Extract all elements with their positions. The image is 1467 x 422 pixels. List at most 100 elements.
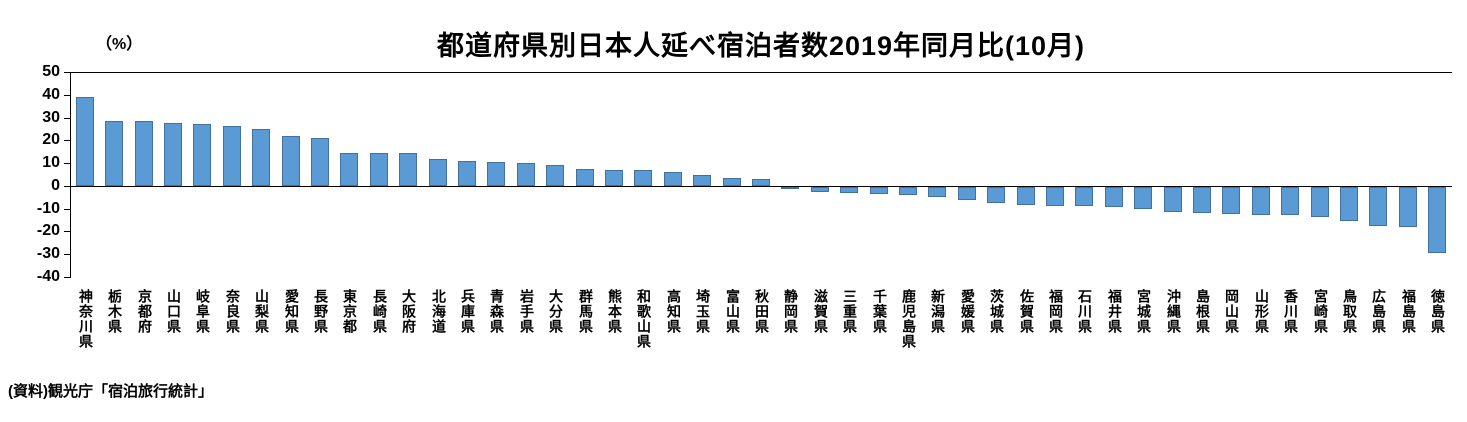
x-tick-label: 山形県: [1254, 289, 1270, 334]
x-tick-label: 岩手県: [519, 289, 535, 334]
bar: [1046, 187, 1064, 206]
x-tick-label: 福島県: [1401, 289, 1417, 334]
bar: [164, 123, 182, 186]
x-tick-label: 和歌山県: [636, 289, 652, 349]
x-tick-label: 長崎県: [372, 289, 388, 334]
x-tick-label: 青森県: [489, 289, 505, 334]
x-tick-label: 栃木県: [107, 289, 123, 334]
bar: [1222, 187, 1240, 214]
zero-baseline: [70, 186, 1452, 187]
bar: [1134, 187, 1152, 209]
x-tick-label: 佐賀県: [1019, 289, 1035, 334]
y-tick-mark: [64, 231, 70, 232]
y-tick-mark: [64, 186, 70, 187]
plot-top-border: [70, 72, 1452, 73]
x-tick-label: 兵庫県: [460, 289, 476, 334]
x-tick-label: 石川県: [1077, 289, 1093, 334]
y-tick-label: 30: [42, 109, 60, 126]
bar: [399, 153, 417, 186]
bar: [1399, 187, 1417, 227]
x-tick-label: 高知県: [666, 289, 682, 334]
bar: [252, 129, 270, 186]
x-tick-label: 徳島県: [1430, 289, 1446, 334]
bar: [752, 179, 770, 186]
bar: [487, 162, 505, 186]
x-tick-label: 長野県: [313, 289, 329, 334]
bar: [1369, 187, 1387, 226]
bar: [928, 187, 946, 197]
bar: [781, 187, 799, 189]
x-tick-label: 奈良県: [225, 289, 241, 334]
x-tick-label: 山口県: [166, 289, 182, 334]
bar: [223, 126, 241, 186]
source-note: (資料)観光庁「宿泊旅行統計」: [8, 383, 213, 400]
bar: [605, 170, 623, 186]
x-tick-label: 三重県: [842, 289, 858, 334]
x-tick-label: 福井県: [1107, 289, 1123, 334]
x-tick-label: 愛媛県: [960, 289, 976, 334]
x-tick-label: 大分県: [548, 289, 564, 334]
x-tick-label: 東京都: [342, 289, 358, 334]
bar: [664, 172, 682, 186]
bar: [1105, 187, 1123, 207]
bar: [1340, 187, 1358, 221]
x-tick-label: 広島県: [1371, 289, 1387, 334]
y-tick-label: -30: [36, 245, 60, 262]
x-tick-label: 千葉県: [872, 289, 888, 334]
bar: [1428, 187, 1446, 253]
x-tick-label: 茨城県: [989, 289, 1005, 334]
y-tick-mark: [64, 277, 70, 278]
bar: [517, 163, 535, 186]
bar: [634, 170, 652, 186]
x-tick-label: 沖縄県: [1166, 289, 1182, 334]
bar: [1017, 187, 1035, 205]
y-tick-mark: [64, 140, 70, 141]
chart-title: 都道府県別日本人延べ宿泊者数2019年同月比(10月): [436, 31, 1086, 61]
x-tick-label: 熊本県: [607, 289, 623, 334]
bar: [1075, 187, 1093, 206]
y-tick-label: 10: [42, 154, 60, 171]
bar: [899, 187, 917, 195]
y-tick-label: -10: [36, 200, 60, 217]
y-tick-mark: [64, 209, 70, 210]
x-tick-label: 島根県: [1195, 289, 1211, 334]
y-tick-mark: [64, 254, 70, 255]
bar: [1193, 187, 1211, 213]
x-tick-label: 静岡県: [783, 289, 799, 334]
bar: [458, 161, 476, 186]
x-tick-label: 香川県: [1283, 289, 1299, 334]
x-tick-label: 新潟県: [930, 289, 946, 334]
bar: [1281, 187, 1299, 215]
bar: [958, 187, 976, 200]
y-tick-mark: [64, 163, 70, 164]
bar: [811, 187, 829, 192]
bar: [370, 153, 388, 186]
x-tick-label: 秋田県: [754, 289, 770, 334]
bar: [987, 187, 1005, 203]
x-tick-label: 滋賀県: [813, 289, 829, 334]
bar: [546, 165, 564, 186]
bar: [1252, 187, 1270, 215]
bar: [840, 187, 858, 193]
bar: [870, 187, 888, 194]
y-axis-line: [70, 72, 71, 278]
bar: [311, 138, 329, 186]
x-tick-label: 北海道: [431, 289, 447, 334]
bar: [723, 178, 741, 186]
y-axis-unit-label: （%）: [96, 36, 143, 53]
x-tick-label: 埼玉県: [695, 289, 711, 334]
x-tick-label: 富山県: [725, 289, 741, 334]
y-tick-label: 50: [42, 63, 60, 80]
bar: [340, 153, 358, 186]
bar: [1164, 187, 1182, 212]
x-tick-label: 福岡県: [1048, 289, 1064, 334]
x-tick-label: 鹿児島県: [901, 289, 917, 349]
x-tick-label: 大阪府: [401, 289, 417, 334]
bar: [693, 175, 711, 186]
y-tick-label: 20: [42, 131, 60, 148]
x-tick-label: 宮崎県: [1313, 289, 1329, 334]
y-tick-label: -20: [36, 222, 60, 239]
y-tick-mark: [64, 72, 70, 73]
bar: [576, 169, 594, 186]
